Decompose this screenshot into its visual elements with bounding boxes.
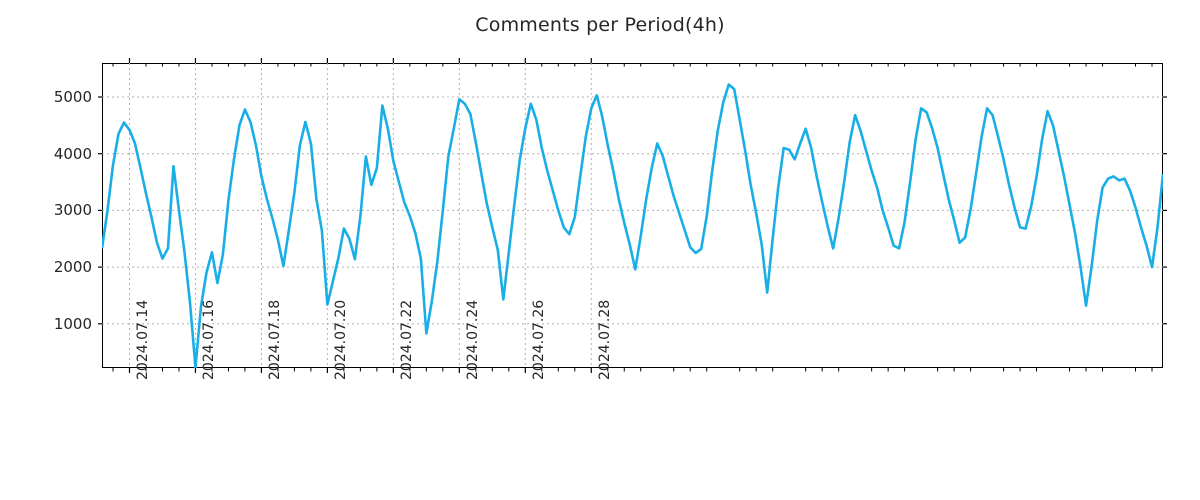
x-axis-tick-label: 2024.07.16 — [201, 299, 218, 380]
y-axis-tick-label: 2000 — [53, 258, 92, 277]
x-axis-tick-label: 2024.07.26 — [531, 299, 548, 380]
y-axis-tick-label: 5000 — [53, 88, 92, 106]
x-axis-tick-label: 2024.07.22 — [399, 299, 416, 380]
y-axis-ticks — [98, 96, 1167, 325]
x-axis-tick-label: 2024.07.18 — [267, 299, 284, 380]
y-axis-tick-label: 4000 — [53, 144, 92, 163]
horizontal-gridlines — [102, 96, 1163, 325]
x-axis-ticks — [112, 58, 1153, 373]
y-axis-tick-label: 3000 — [53, 201, 92, 220]
chart-title: Comments per Period(4h) — [475, 14, 725, 36]
x-axis-tick-label: 2024.07.20 — [333, 299, 350, 380]
x-axis-tick-label: 2024.07.14 — [135, 299, 152, 380]
y-axis-tick-label: 1000 — [53, 314, 92, 333]
x-axis-tick-label: 2024.07.28 — [597, 299, 614, 380]
x-axis-tick-label: 2024.07.24 — [465, 299, 482, 380]
data-series-line — [102, 83, 1163, 368]
